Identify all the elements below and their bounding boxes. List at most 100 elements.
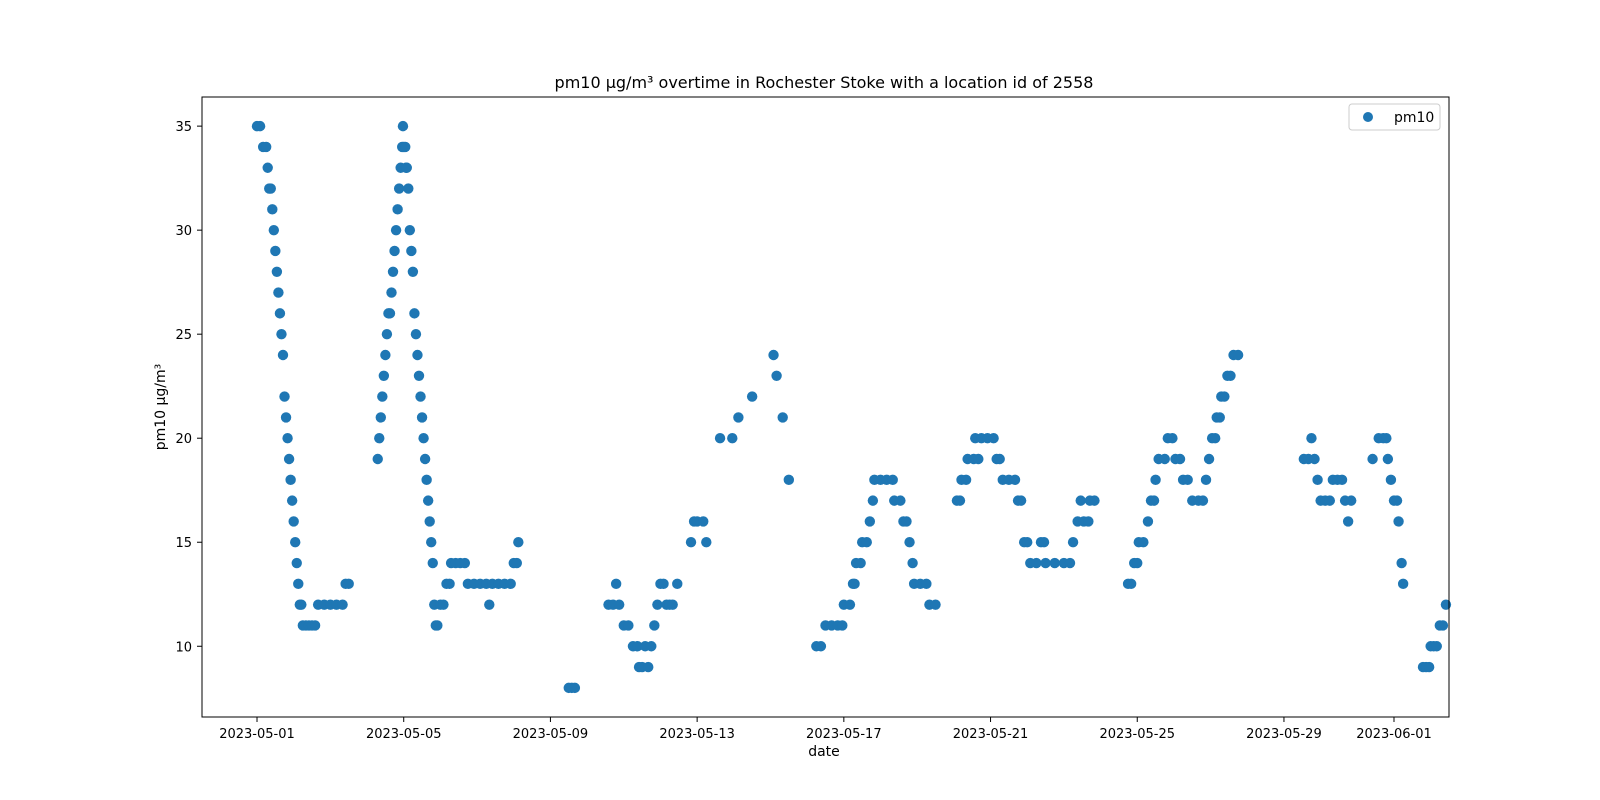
data-point: [887, 474, 898, 486]
data-point: [1336, 474, 1348, 486]
data-point: [907, 557, 918, 569]
data-point: [771, 370, 782, 381]
data-point: [658, 578, 669, 590]
data-point: [623, 620, 634, 631]
data-point: [288, 516, 299, 527]
data-point: [1022, 537, 1033, 548]
data-point: [403, 183, 414, 194]
data-point: [646, 641, 657, 652]
data-point: [401, 162, 412, 173]
data-point: [386, 287, 397, 298]
data-point: [419, 453, 431, 465]
data-point: [270, 245, 281, 257]
data-point: [685, 537, 697, 548]
data-point: [783, 474, 795, 486]
data-point: [421, 474, 432, 486]
data-point: [381, 328, 393, 340]
data-point: [343, 578, 354, 590]
data-point: [1138, 537, 1149, 548]
data-point: [1067, 537, 1079, 548]
data-point: [1009, 474, 1021, 486]
data-point: [904, 537, 915, 548]
data-point: [632, 641, 643, 652]
data-point: [698, 516, 709, 527]
y-tick-label: 30: [175, 224, 192, 239]
data-point: [613, 599, 625, 610]
data-point: [392, 204, 403, 215]
data-point: [422, 495, 434, 506]
x-axis-label: date: [808, 744, 840, 760]
data-point: [393, 183, 405, 194]
data-point: [1167, 433, 1178, 444]
data-point: [973, 453, 984, 465]
data-point: [1381, 433, 1392, 444]
y-tick-label: 10: [175, 640, 192, 655]
data-point: [1397, 578, 1409, 590]
data-point: [1219, 391, 1230, 402]
data-point: [901, 516, 912, 527]
data-point: [444, 578, 455, 590]
data-point: [1346, 495, 1357, 506]
data-point: [1125, 578, 1137, 590]
data-point: [1382, 453, 1394, 465]
data-point: [667, 599, 678, 610]
data-point: [285, 474, 296, 486]
data-point: [864, 516, 876, 527]
data-point: [701, 537, 712, 548]
data-point: [837, 620, 848, 631]
data-point: [1324, 495, 1336, 506]
data-point: [282, 433, 293, 444]
x-axis: 2023-05-01 2023-05-05 2023-05-09 2023-05-13…: [219, 717, 1432, 742]
data-point: [1197, 495, 1209, 506]
data-point: [410, 328, 422, 340]
data-point: [895, 495, 906, 506]
data-point: [1214, 412, 1225, 423]
data-point: [1431, 641, 1442, 652]
data-point: [714, 433, 726, 444]
data-point: [1049, 557, 1060, 569]
data-point: [268, 224, 280, 236]
data-point: [1174, 453, 1186, 465]
data-point: [413, 370, 425, 381]
data-point: [867, 495, 879, 506]
data-point: [1209, 433, 1221, 444]
data-point: [1203, 453, 1215, 465]
data-point: [733, 412, 744, 423]
data-point: [459, 557, 471, 569]
data-point: [777, 412, 788, 423]
data-point: [262, 162, 273, 173]
data-point: [1075, 495, 1086, 506]
data-point: [1385, 474, 1397, 486]
data-point: [849, 578, 860, 590]
data-point: [610, 578, 622, 590]
x-tick-label: 2023-05-29: [1246, 727, 1322, 742]
data-point: [283, 453, 295, 465]
data-point: [1396, 557, 1407, 569]
data-point: [511, 557, 523, 569]
data-point: [271, 266, 283, 277]
data-point: [1150, 474, 1161, 486]
data-point: [1015, 495, 1027, 506]
data-point: [293, 578, 304, 590]
data-point: [390, 224, 402, 236]
data-point: [432, 620, 443, 631]
data-point: [1038, 537, 1050, 548]
data-point: [260, 141, 272, 153]
data-point: [513, 537, 524, 548]
y-tick-label: 15: [175, 536, 192, 551]
data-point: [1367, 453, 1378, 465]
legend: pm10: [1348, 103, 1441, 131]
data-point: [389, 245, 400, 257]
data-point: [374, 433, 385, 444]
data-point: [277, 349, 289, 361]
x-tick-label: 2023-05-05: [366, 727, 442, 742]
data-point: [1342, 516, 1354, 527]
data-point: [290, 537, 301, 548]
legend-box: [1348, 103, 1441, 131]
data-point: [921, 578, 932, 590]
y-axis-label: pm10 µg/m³: [153, 364, 169, 451]
data-point: [727, 433, 738, 444]
data-point: [273, 287, 284, 298]
